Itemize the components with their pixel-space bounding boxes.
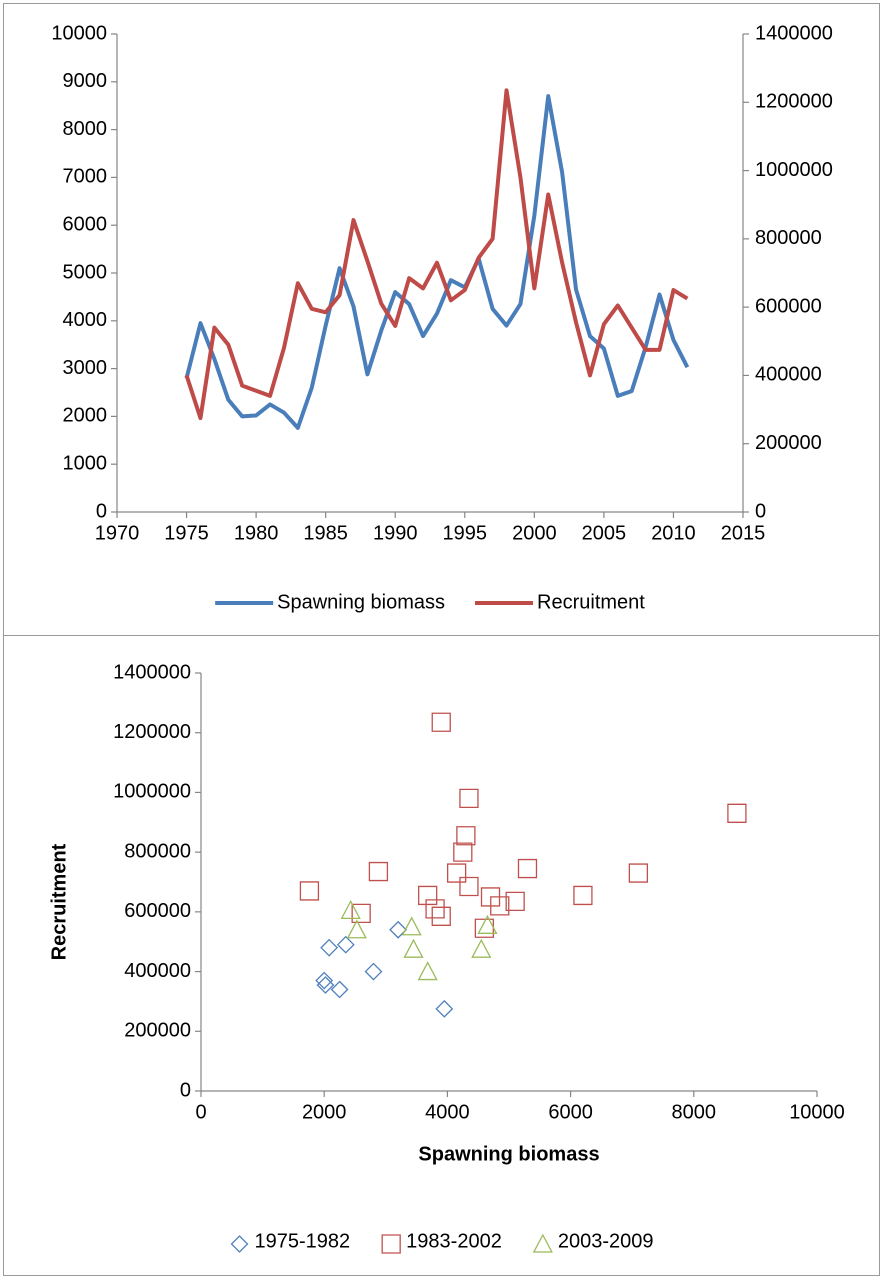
x-tick-label: 0 [195, 1101, 206, 1123]
x-tick-label: 2010 [651, 522, 696, 544]
y-tick-label: 1400000 [113, 661, 191, 683]
scatter-point [330, 980, 349, 999]
x-tick-label: 1985 [303, 522, 348, 544]
y2-tick-label: 0 [755, 500, 766, 522]
scatter-point [351, 903, 371, 923]
y-tick-label: 4000 [63, 309, 108, 331]
scatter-point [418, 885, 438, 906]
x-tick-label: 1990 [373, 522, 418, 544]
x-tick-label: 10000 [789, 1101, 845, 1123]
x-tick-label: 6000 [548, 1101, 593, 1123]
x-tick-label: 1995 [443, 522, 488, 544]
y2-tick-label: 1000000 [755, 159, 833, 181]
scatter-point [316, 976, 335, 994]
y2-tick-label: 400000 [755, 364, 822, 386]
y-tick-label: 600000 [124, 900, 191, 922]
scatter-point [505, 891, 525, 912]
legend-swatch [230, 1235, 249, 1253]
scatter-point [459, 788, 479, 809]
x-axis-title: Spawning biomass [418, 1143, 599, 1165]
scatter-point [403, 938, 424, 958]
scatter-point [401, 916, 422, 936]
legend-label: 2003-2009 [558, 1230, 654, 1252]
scatter-point [435, 999, 454, 1018]
scatter-point [453, 842, 473, 862]
y-tick-label: 3000 [63, 357, 108, 379]
scatter-point [299, 881, 320, 901]
legend-label: Spawning biomass [277, 591, 445, 613]
y2-tick-label: 800000 [755, 227, 822, 249]
y-tick-label: 5000 [63, 261, 108, 283]
legend-swatch [381, 1234, 401, 1254]
y-tick-label: 1000 [63, 452, 108, 474]
legend-label: 1983-2002 [406, 1230, 502, 1252]
y-axis-title: Recruitment [48, 843, 70, 960]
scatter-point [336, 935, 355, 954]
x-tick-label: 2005 [582, 522, 627, 544]
y-tick-label: 1200000 [113, 721, 191, 743]
y-tick-label: 7000 [63, 166, 108, 188]
x-tick-label: 4000 [425, 1101, 470, 1123]
y-tick-label: 200000 [124, 1020, 191, 1042]
y-tick-label: 0 [180, 1079, 191, 1101]
scatter-point [628, 863, 649, 883]
scatter-point [417, 961, 438, 981]
scatter-point [727, 803, 747, 823]
legend-swatch [532, 1233, 553, 1253]
scatter-point [425, 899, 445, 919]
x-tick-label: 1975 [164, 522, 209, 544]
scatter-point [573, 885, 593, 906]
y-tick-label: 1000000 [113, 781, 191, 803]
scatter-point [474, 918, 495, 938]
scatter-point [320, 938, 339, 957]
y-tick-label: 6000 [63, 213, 108, 235]
y2-tick-label: 1400000 [755, 22, 833, 44]
y-tick-label: 2000 [63, 405, 108, 427]
scatter-point [459, 876, 479, 897]
y-tick-label: 0 [96, 500, 107, 522]
scatter-point [446, 863, 467, 883]
x-tick-label: 2015 [721, 522, 766, 544]
x-tick-label: 1980 [234, 522, 279, 544]
data-line [184, 94, 690, 430]
y-tick-label: 400000 [124, 960, 191, 982]
scatter-point [471, 938, 492, 958]
y2-tick-label: 1200000 [755, 91, 833, 113]
x-tick-label: 1970 [95, 522, 140, 544]
data-line [184, 88, 689, 421]
scatter-point [480, 887, 501, 907]
scatter-point [517, 858, 538, 879]
scatter-point [346, 919, 367, 939]
panel-frame [3, 635, 880, 1276]
legend-label: Recruitment [537, 591, 645, 613]
y-tick-label: 8000 [63, 118, 108, 140]
y2-tick-label: 600000 [755, 295, 822, 317]
y-tick-label: 10000 [51, 22, 107, 44]
y-tick-label: 800000 [124, 840, 191, 862]
scatter-point [431, 906, 451, 926]
y2-tick-label: 200000 [755, 432, 822, 454]
x-tick-label: 8000 [672, 1101, 717, 1123]
scatter-point [431, 712, 451, 732]
scatter-point [340, 899, 361, 920]
scatter-point [477, 914, 498, 934]
y-tick-label: 9000 [63, 70, 108, 92]
x-tick-label: 2000 [512, 522, 557, 544]
scatter-point [368, 861, 389, 882]
scatter-point [389, 920, 408, 939]
legend-label: 1975-1982 [255, 1230, 351, 1252]
scatter-point [456, 826, 476, 846]
scatter-point [364, 962, 383, 981]
x-tick-label: 2000 [302, 1101, 347, 1123]
scatter-point [315, 971, 334, 990]
scatter-point [490, 896, 510, 916]
